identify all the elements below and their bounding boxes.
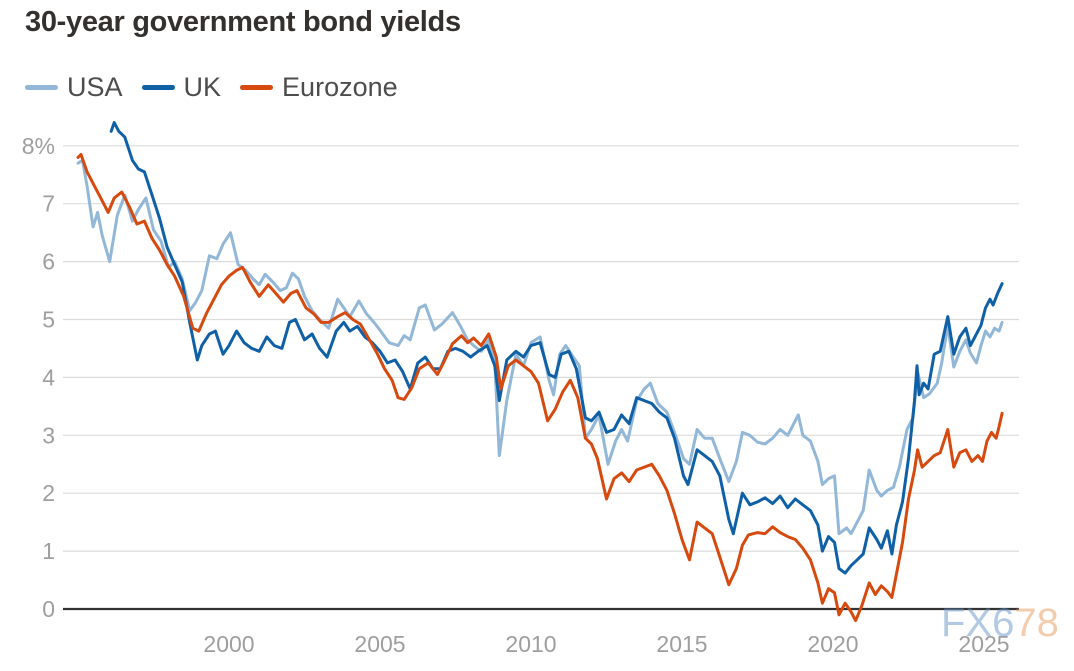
y-tick-label: 0 [42,596,55,622]
series-line-eurozone [76,153,1004,623]
eurozone-line-swatch-icon [240,84,274,90]
y-tick-label: 6 [42,249,55,275]
y-tick-label: 7 [42,191,55,217]
series-lines [76,121,1004,623]
legend-label-usa: USA [67,71,123,102]
legend-item-eurozone: Eurozone [240,71,398,102]
legend-item-uk: UK [141,71,222,102]
x-tick-label: 2015 [656,631,707,657]
x-tick-label: 2025 [958,631,1009,657]
y-tick-label: 8% [22,133,55,159]
y-tick-label: 4 [42,364,55,390]
usa-line-swatch-icon [25,84,58,90]
y-tick-label: 5 [42,307,55,333]
y-tick-label: 2 [42,480,55,506]
legend-item-usa: USA [25,71,123,102]
chart-title: 30-year government bond yields [25,6,461,38]
x-tick-label: 2020 [807,631,858,657]
legend-label-eurozone: Eurozone [282,71,398,102]
y-axis-tick-labels: 8% 7 6 5 4 3 2 1 0 [22,133,55,622]
x-tick-label: 2000 [203,631,254,657]
x-tick-label: 2005 [354,631,405,657]
y-tick-label: 1 [42,538,55,564]
y-tick-label: 3 [42,422,55,448]
series-line-uk [109,121,1004,575]
chart-legend: USA UK Eurozone [25,70,398,104]
uk-line-swatch-icon [141,84,175,90]
x-tick-label: 2010 [505,631,556,657]
x-axis-tick-labels: 2000 2005 2010 2015 2020 2025 [203,631,1009,657]
legend-label-uk: UK [183,71,222,102]
